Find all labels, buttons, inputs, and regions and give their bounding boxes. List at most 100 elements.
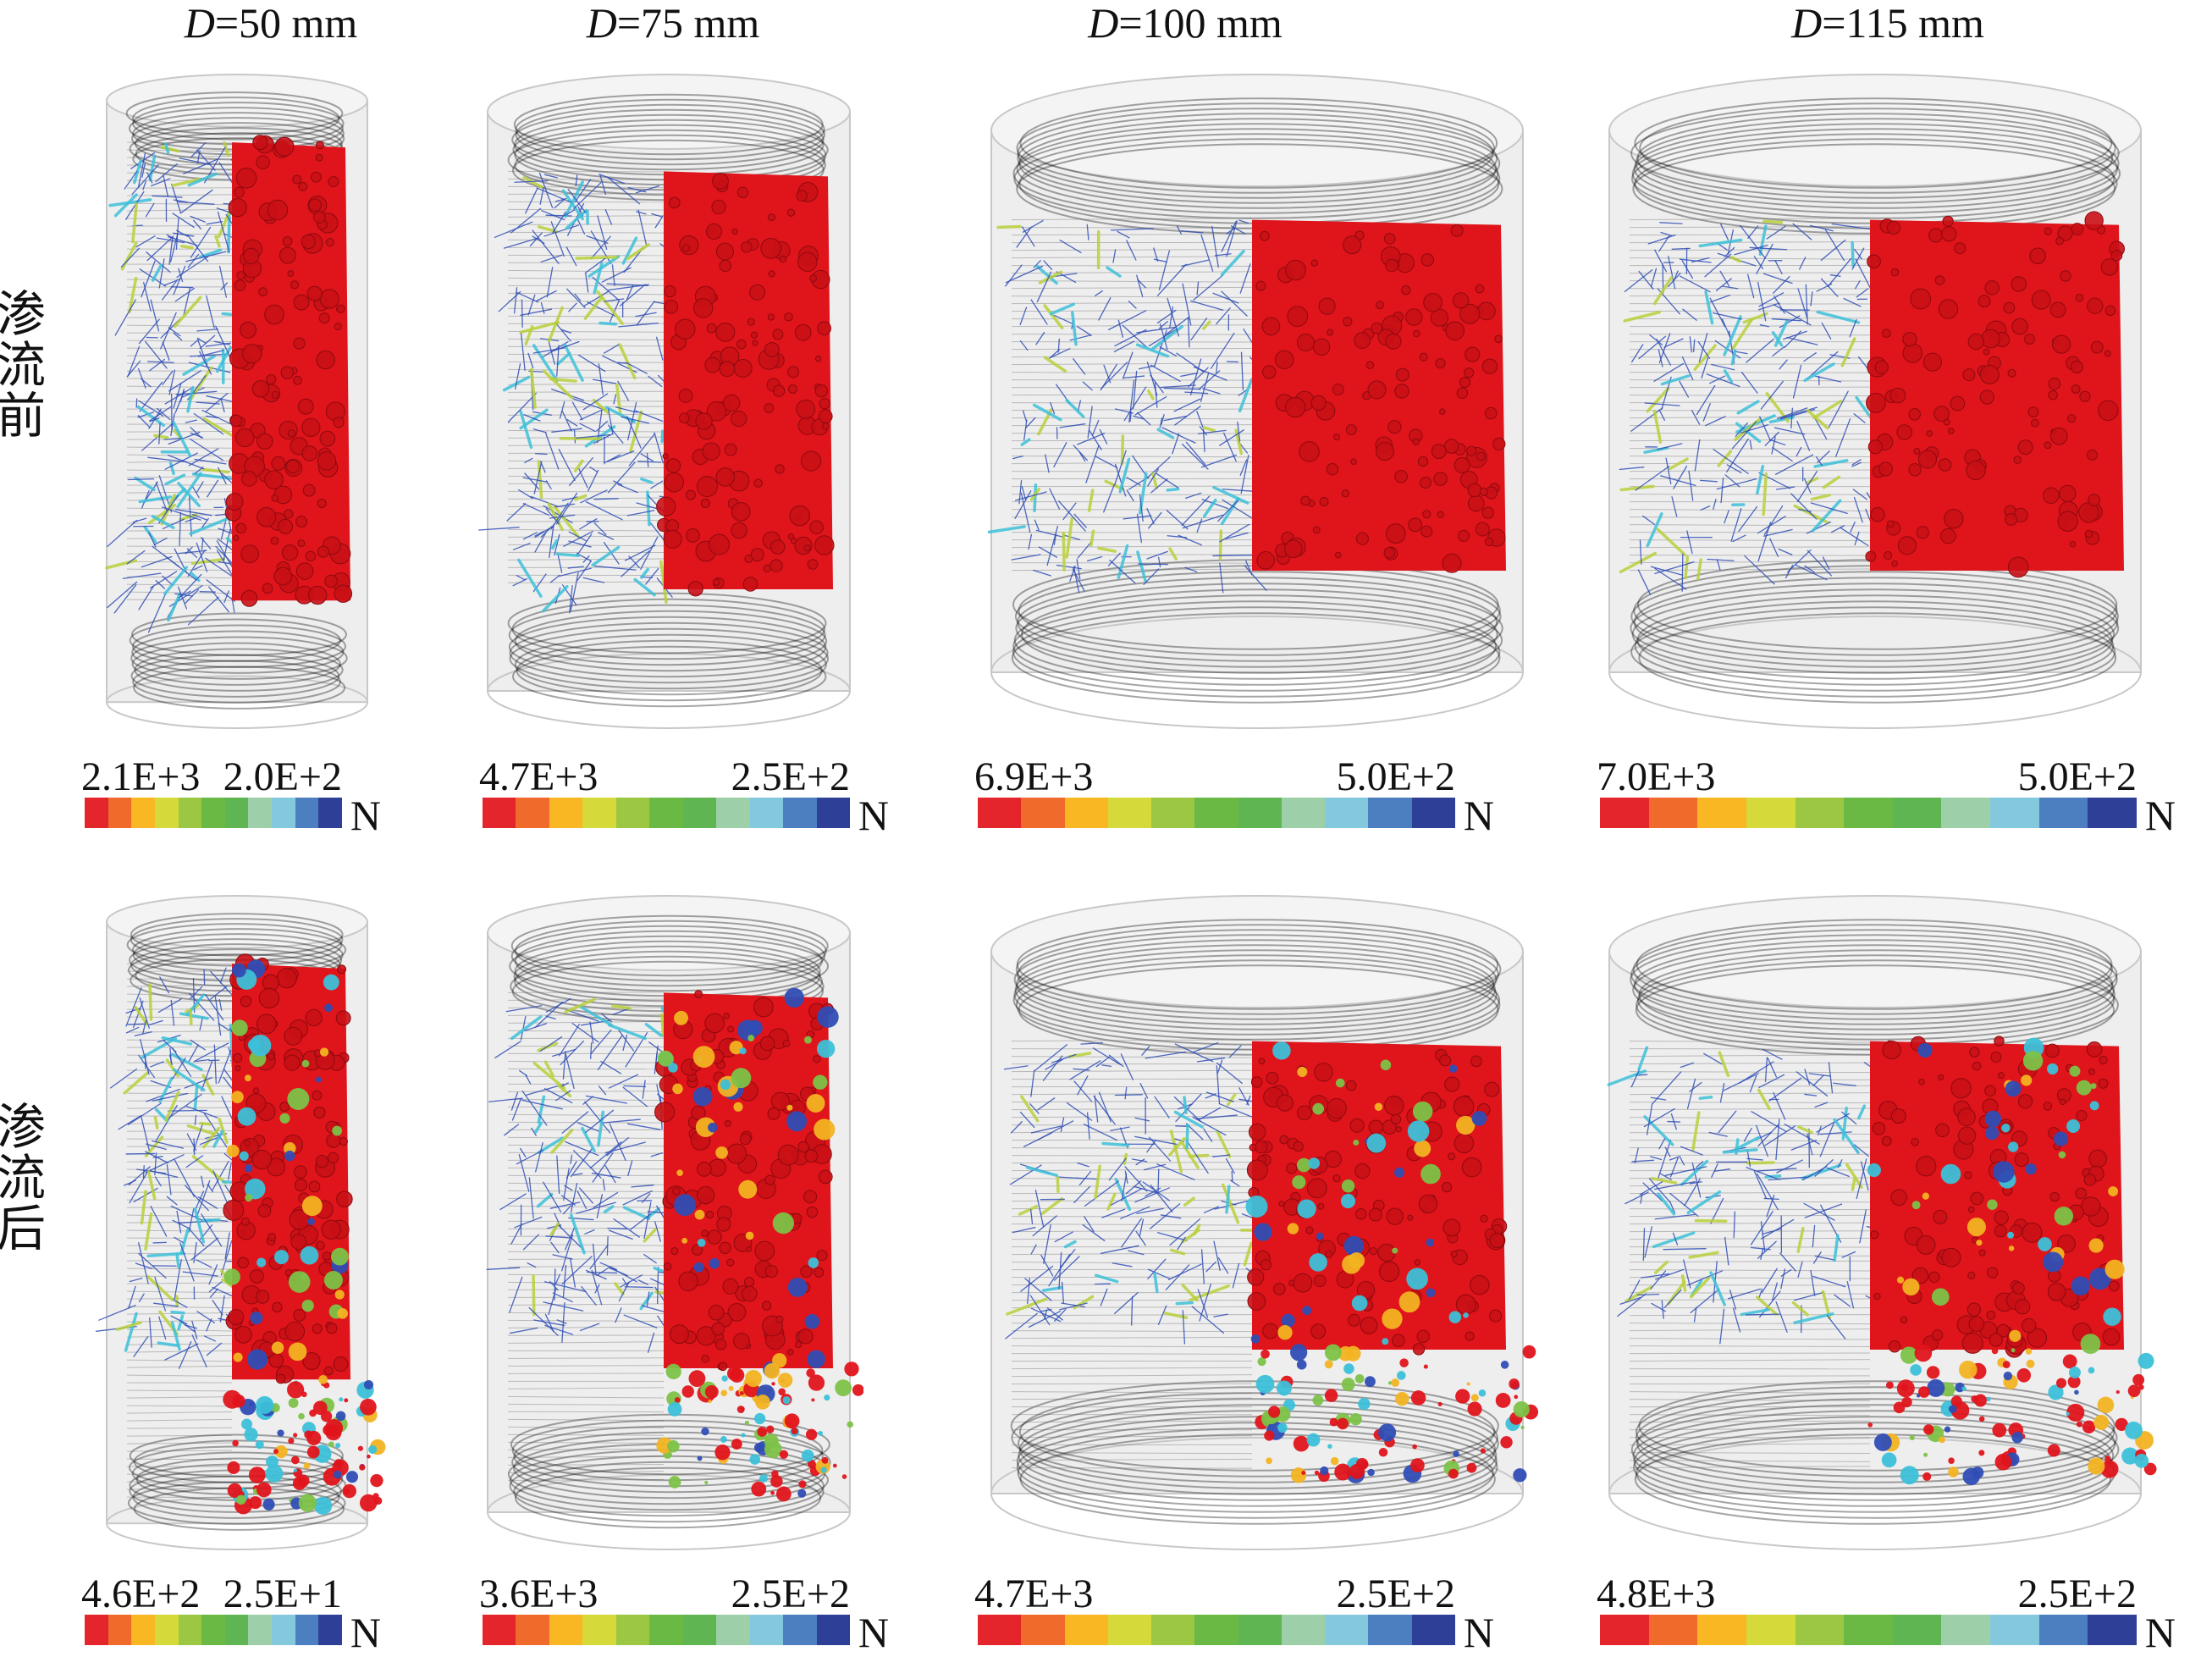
colorbar-swatch (978, 1615, 1021, 1645)
legend-unit: N (350, 1608, 381, 1657)
colorbar-swatch (783, 1615, 816, 1645)
colorbar-swatch (1021, 1615, 1064, 1645)
colorbar-swatch (649, 798, 682, 828)
colorbar-swatch (1238, 1615, 1282, 1645)
colorbar-swatch (750, 1615, 783, 1645)
legend-max-value: 4.7E+3 (974, 1571, 1093, 1617)
colorbar-swatch (2039, 1615, 2088, 1645)
colorbar-swatch (179, 1615, 202, 1645)
colorbar-swatch (549, 1615, 582, 1645)
colorbar (978, 798, 1455, 828)
cylinder-specimen-render (85, 68, 389, 745)
colorbar-swatch (201, 1615, 225, 1645)
column-header-d50: D=50 mm (169, 0, 372, 47)
colorbar-swatch (1941, 1615, 1990, 1645)
colorbar-swatch (516, 798, 549, 828)
colorbar-swatch (1065, 1615, 1108, 1645)
colorbar-swatch (1194, 798, 1238, 828)
panel-d115-after (1583, 889, 2167, 1566)
colorbar-swatch (131, 1615, 155, 1645)
colorbar-swatch (85, 1615, 108, 1645)
colorbar-swatch (582, 798, 615, 828)
legend-unit: N (858, 1608, 889, 1657)
colorbar-swatch (750, 798, 783, 828)
colorbar-swatch (978, 798, 1021, 828)
legend-min-value: 2.5E+2 (731, 1571, 850, 1617)
colorbar-swatch (155, 798, 179, 828)
colorbar-swatch (1893, 798, 1942, 828)
colorbar-swatch (2039, 798, 2088, 828)
colorbar (978, 1615, 1455, 1645)
legend-unit: N (858, 791, 889, 840)
colorbar-swatch (1108, 798, 1151, 828)
colorbar-swatch (582, 1615, 615, 1645)
colorbar-swatch (272, 798, 295, 828)
colorbar-swatch (1796, 1615, 1845, 1645)
colorbar-swatch (2088, 1615, 2137, 1645)
colorbar-swatch (1941, 798, 1990, 828)
column-header-d100: D=100 mm (1058, 0, 1312, 47)
panel-d75-before (474, 68, 863, 745)
colorbar-swatch (1065, 798, 1108, 828)
colorbar-swatch (1108, 1615, 1151, 1645)
panel-d100-after (965, 889, 1549, 1566)
legend-min-value: 2.0E+2 (223, 754, 342, 800)
colorbar-swatch (483, 798, 516, 828)
colorbar-swatch (295, 1615, 319, 1645)
colorbar-swatch (1796, 798, 1845, 828)
colorbar-swatch (108, 798, 132, 828)
colorbar-swatch (1021, 798, 1064, 828)
colorbar-swatch (516, 1615, 549, 1645)
colorbar-swatch (2088, 798, 2137, 828)
colorbar-swatch (1282, 798, 1325, 828)
colorbar-swatch (179, 798, 202, 828)
legend-unit: N (2145, 791, 2176, 840)
colorbar (483, 1615, 850, 1645)
panel-d50-after (85, 889, 389, 1566)
colorbar-swatch (1325, 798, 1368, 828)
colorbar-swatch (1844, 798, 1893, 828)
legend-max-value: 6.9E+3 (974, 754, 1093, 800)
colorbar-swatch (549, 798, 582, 828)
panel-d75-after (474, 889, 863, 1566)
colorbar-swatch (1412, 798, 1455, 828)
colorbar-swatch (1893, 1615, 1942, 1645)
colorbar-swatch (85, 798, 108, 828)
colorbar-swatch (683, 1615, 716, 1645)
colorbar-swatch (272, 1615, 295, 1645)
colorbar-swatch (1194, 1615, 1238, 1645)
colorbar-swatch (318, 1615, 342, 1645)
panel-d115-before (1583, 68, 2167, 745)
legend-min-value: 2.5E+2 (2018, 1571, 2137, 1617)
legend-max-value: 4.8E+3 (1597, 1571, 1715, 1617)
colorbar-swatch (1282, 1615, 1325, 1645)
colorbar-swatch (716, 798, 749, 828)
colorbar-swatch (1649, 798, 1698, 828)
colorbar-swatch (155, 1615, 179, 1645)
legend-max-value: 7.0E+3 (1597, 754, 1715, 800)
legend-min-value: 2.5E+1 (223, 1571, 342, 1617)
legend-unit: N (2145, 1608, 2176, 1657)
colorbar-swatch (1990, 1615, 2039, 1645)
legend-max-value: 4.7E+3 (479, 754, 598, 800)
colorbar-swatch (201, 798, 225, 828)
legend-max-value: 2.1E+3 (81, 754, 200, 800)
legend-unit: N (1464, 1608, 1494, 1657)
colorbar (85, 1615, 342, 1645)
colorbar-swatch (616, 798, 649, 828)
colorbar-swatch (248, 798, 272, 828)
cylinder-specimen-render (474, 889, 863, 1566)
colorbar (1600, 798, 2137, 828)
colorbar-swatch (131, 798, 155, 828)
colorbar-swatch (649, 1615, 682, 1645)
colorbar-swatch (683, 798, 716, 828)
colorbar-swatch (1600, 1615, 1649, 1645)
colorbar-swatch (1368, 798, 1411, 828)
cylinder-specimen-render (1583, 68, 2167, 745)
colorbar-swatch (108, 1615, 132, 1645)
panel-d50-before (85, 68, 389, 745)
column-header-d75: D=75 mm (563, 0, 783, 47)
